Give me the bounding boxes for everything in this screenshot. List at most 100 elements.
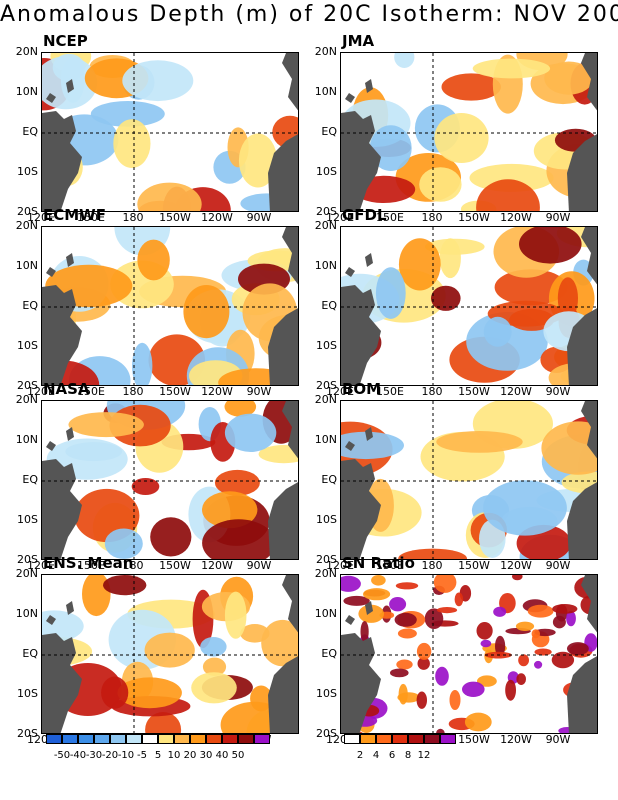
land-island <box>345 267 355 277</box>
map-panel-ecmwf: ECMWF 20N 10N EQ 10S 20S 120E 150E 180 150W 120W 9… <box>16 206 299 398</box>
colorbar-swatch <box>222 734 238 744</box>
land-island <box>66 253 74 267</box>
map-panel-ncep: NCEP 20N 10N EQ 10S 20S 120E 150E 180 150W 120W 90… <box>16 32 299 224</box>
lat-tick-label: 10S <box>316 165 337 178</box>
map-area <box>41 574 299 734</box>
lon-tick-label: 120W <box>201 211 233 224</box>
colorbar-label: 12 <box>417 750 431 761</box>
land-australia-maritime <box>42 633 82 733</box>
colorbar-label: -50 <box>53 750 71 761</box>
lat-tick-label: 20N <box>15 45 38 58</box>
lat-tick-label: 10S <box>17 165 38 178</box>
land-central-america <box>581 401 597 459</box>
colorbar-swatch <box>78 734 94 744</box>
lon-tick-label: 120E <box>27 385 55 398</box>
colorbar-swatch <box>174 734 190 744</box>
lon-tick-label: 150E <box>376 385 404 398</box>
lon-tick-label: 150E <box>376 211 404 224</box>
lat-tick-label: 10N <box>15 259 38 272</box>
colorbar-label: 50 <box>231 750 245 761</box>
colorbar-swatch <box>190 734 206 744</box>
lon-tick-label: 90W <box>545 559 571 572</box>
land-australia-maritime <box>42 285 82 385</box>
land-central-america <box>581 227 597 285</box>
lon-tick-label: 150W <box>458 385 490 398</box>
lon-tick-label: 120W <box>201 385 233 398</box>
lon-tick-label: 120E <box>326 559 354 572</box>
land-australia-maritime <box>341 459 381 559</box>
lat-tick-label: 20N <box>314 567 337 580</box>
colorbar-label: 6 <box>388 750 396 761</box>
colorbar-swatch <box>126 734 142 744</box>
map-area <box>340 574 598 734</box>
lat-tick-label: 10N <box>314 433 337 446</box>
lon-tick-label: 120W <box>201 559 233 572</box>
land-australia-maritime <box>42 459 82 559</box>
lon-tick-label: 150W <box>159 385 191 398</box>
colorbar-swatch <box>254 734 270 744</box>
land-australia-maritime <box>341 285 381 385</box>
lat-tick-label: EQ <box>321 647 337 660</box>
lat-tick-label: EQ <box>321 125 337 138</box>
colorbar-swatch <box>238 734 254 744</box>
panel-title: JMA <box>342 32 375 50</box>
land-south-america <box>268 656 298 733</box>
panel-title: SN Ratio <box>342 554 415 572</box>
lat-tick-label: 10N <box>314 259 337 272</box>
land-central-america <box>282 401 298 459</box>
lat-tick-label: EQ <box>321 473 337 486</box>
colorbar-swatch <box>344 734 360 744</box>
lon-tick-label: 150E <box>77 211 105 224</box>
lat-tick-label: 20S <box>17 205 38 218</box>
map-area <box>41 52 299 212</box>
lon-tick-label: 150W <box>159 211 191 224</box>
map-panel-sn-ratio: SN Ratio 20N10NEQ10S20S120E150E180150W12… <box>315 554 598 746</box>
map-area <box>340 226 598 386</box>
colorbar-swatch <box>408 734 424 744</box>
lat-tick-label: 20N <box>15 393 38 406</box>
panel-title: ENS. Mean <box>43 554 134 572</box>
lat-tick-label: 20N <box>314 219 337 232</box>
lat-tick-label: 10S <box>316 687 337 700</box>
map-panel-nasa: NASA 20N 10N EQ 10S 20S 120E 150E 180 150W 120W 90… <box>16 380 299 572</box>
lon-tick-label: 90W <box>545 385 571 398</box>
lon-tick-label: 180 <box>421 559 443 572</box>
colorbar-swatch <box>158 734 174 744</box>
figure-title: Anomalous Depth (m) of 20C Isotherm: NOV… <box>0 2 618 27</box>
lon-tick-label: 120W <box>500 559 532 572</box>
lon-tick-label: 150E <box>77 385 105 398</box>
panel-title: GFDL <box>342 206 387 224</box>
lat-tick-label: 20S <box>316 205 337 218</box>
colorbar-swatch <box>376 734 392 744</box>
map-area <box>340 400 598 560</box>
colorbar-swatch <box>94 734 110 744</box>
colorbar-label: -10 <box>117 750 135 761</box>
land-island <box>46 615 56 625</box>
land-island <box>46 267 56 277</box>
land-island <box>66 427 74 441</box>
colorbar-swatch <box>360 734 376 744</box>
lat-tick-label: 20N <box>314 393 337 406</box>
lon-tick-label: 120E <box>326 385 354 398</box>
lat-tick-label: 10S <box>17 687 38 700</box>
colorbar-label: 4 <box>372 750 380 761</box>
lon-tick-label: 150W <box>458 211 490 224</box>
land-south-america <box>567 656 597 733</box>
land-island <box>66 601 74 615</box>
lat-tick-label: 10N <box>314 85 337 98</box>
lon-tick-label: 180 <box>122 385 144 398</box>
colorbar-swatch <box>46 734 62 744</box>
map-panel-bom: BOM 20N 10N EQ 10S 20S 120E 150E 180 150W 120W 90W <box>315 380 598 572</box>
land-central-america <box>581 53 597 111</box>
panel-title: ECMWF <box>43 206 106 224</box>
lon-tick-label: 180 <box>421 211 443 224</box>
lat-tick-label: 20N <box>314 45 337 58</box>
colorbar-label: -30 <box>85 750 103 761</box>
lon-tick-label: 90W <box>545 211 571 224</box>
lat-tick-label: 20N <box>15 567 38 580</box>
colorbar-label: 8 <box>404 750 412 761</box>
lat-tick-label: 20S <box>316 553 337 566</box>
land-island <box>46 441 56 451</box>
lat-tick-label: 10S <box>17 339 38 352</box>
map-panel-jma: JMA 20N 10N EQ 10S 20S 120E 150E 180 150W 120W 90W <box>315 32 598 224</box>
